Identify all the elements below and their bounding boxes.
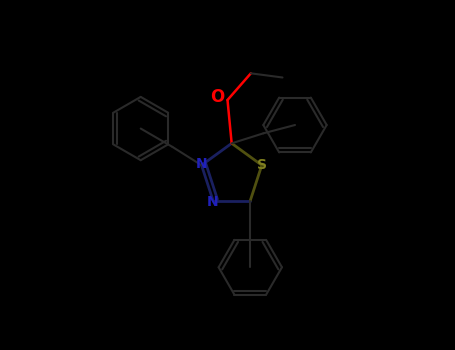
Text: N: N [207, 195, 219, 209]
Text: N: N [196, 156, 207, 170]
Text: S: S [257, 158, 267, 172]
Text: O: O [210, 89, 225, 106]
